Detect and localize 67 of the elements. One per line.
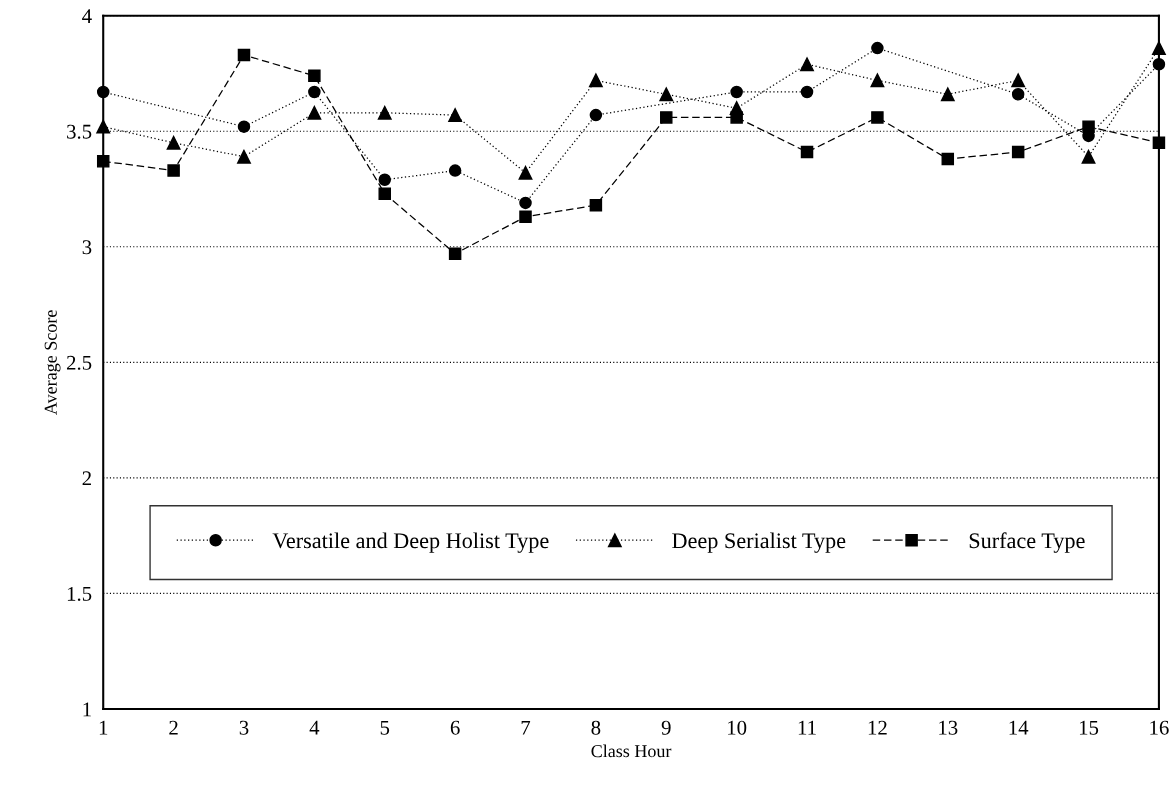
legend-label: Surface Type (969, 532, 1085, 553)
point (871, 41, 884, 55)
point (237, 120, 251, 133)
point (1011, 88, 1025, 101)
x-tick-label: 14 (1009, 720, 1029, 735)
x-tick-label: 5 (380, 720, 390, 735)
point (660, 111, 673, 124)
x-axis-title: Class Hour (591, 744, 672, 758)
point (448, 164, 462, 177)
point (237, 149, 251, 164)
point (729, 101, 744, 116)
x-tick-label: 12 (868, 720, 887, 735)
x-tick-label: 1 (99, 720, 108, 735)
point (519, 210, 532, 224)
y-tick-label: 1 (83, 702, 91, 717)
point (588, 73, 603, 88)
point (519, 196, 532, 210)
point (378, 173, 391, 187)
point (589, 108, 603, 122)
legend-label: Versatile and Deep Holist Type (272, 532, 549, 553)
x-tick-label: 7 (521, 720, 531, 735)
point (237, 48, 251, 62)
y-tick-label: 2 (82, 471, 91, 486)
x-tick-label: 4 (309, 720, 320, 735)
y-axis-title: Average Score (44, 310, 61, 415)
x-tick-label: 6 (450, 720, 460, 735)
point (167, 164, 180, 177)
y-tick-label: 1.5 (67, 586, 92, 601)
point (166, 135, 181, 150)
point (1081, 149, 1096, 164)
point (941, 152, 955, 166)
point (378, 187, 391, 200)
x-tick-label: 2 (169, 720, 178, 735)
point (307, 105, 322, 120)
point (1082, 120, 1095, 133)
point (1011, 145, 1025, 159)
y-tick-label: 2.5 (66, 355, 92, 370)
point (96, 119, 111, 134)
x-tick-label: 8 (591, 720, 601, 735)
x-tick-label: 3 (239, 720, 249, 735)
x-tick-label: 10 (728, 720, 747, 735)
x-tick-label: 15 (1079, 720, 1099, 735)
point (448, 247, 462, 260)
y-tick-label: 3.5 (67, 124, 92, 139)
point (308, 69, 321, 83)
point (589, 198, 603, 212)
point (730, 85, 743, 99)
point (308, 85, 321, 99)
x-tick-label: 11 (798, 720, 816, 735)
point (800, 145, 814, 159)
x-tick-label: 9 (661, 720, 671, 735)
point (800, 57, 814, 72)
x-tick-label: 13 (939, 720, 958, 735)
point (800, 85, 814, 99)
point (871, 111, 884, 124)
y-tick-label: 3 (82, 240, 92, 255)
x-tick-label: 16 (1150, 720, 1169, 735)
point (448, 108, 463, 123)
point (1011, 73, 1026, 88)
point (518, 165, 533, 180)
point (377, 105, 392, 120)
legend-label: Deep Serialist Type (672, 532, 846, 553)
point (1151, 41, 1166, 56)
y-tick-label: 4 (82, 9, 92, 23)
point (940, 87, 955, 102)
point (870, 73, 885, 88)
point (659, 87, 674, 102)
